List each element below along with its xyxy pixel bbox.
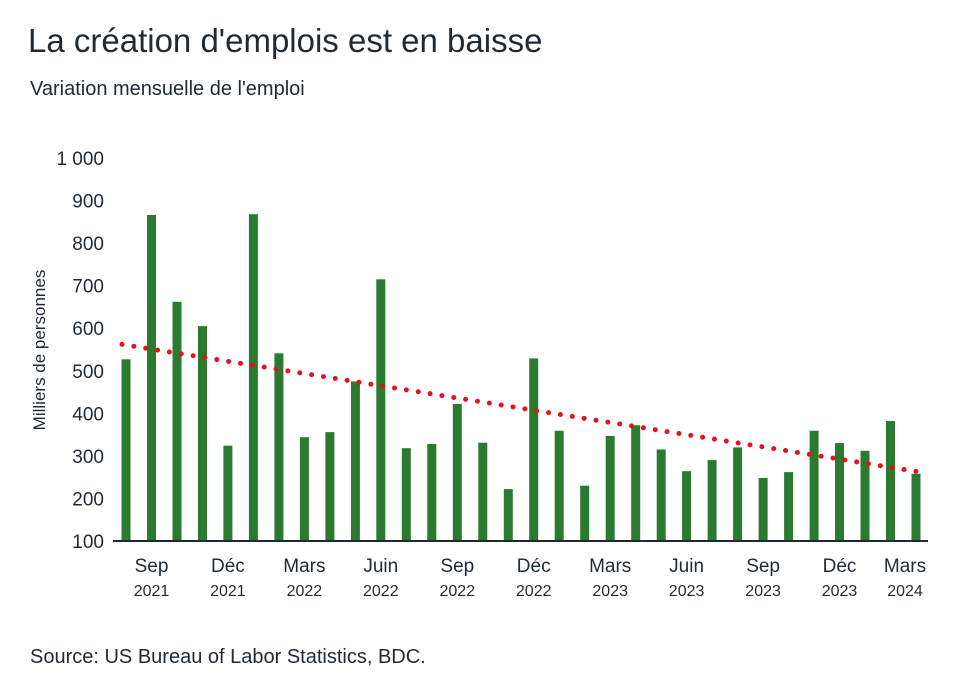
y-tick-label: 900 — [72, 192, 104, 213]
bar-2022-05 — [350, 381, 360, 541]
bar-2021-10 — [172, 301, 182, 541]
x-tick-year: 2022 — [363, 583, 399, 600]
y-tick-label: 200 — [72, 489, 104, 510]
x-tick-year: 2021 — [134, 583, 170, 600]
bar-2024-01 — [860, 450, 870, 541]
bar-2022-07 — [401, 448, 411, 541]
bar-2023-02 — [580, 485, 590, 541]
bar-chart: 1 000 900 800 700 600 500 400 300 200 100 Sep 2021… — [30, 149, 928, 600]
x-tick-month: Juin — [669, 556, 704, 577]
x-axis: Sep 2021 Déc 2021 Mars 2022 Juin 2022 Sep 2022 Déc… — [113, 540, 928, 600]
chart-title: La création d'emplois est en baisse — [28, 22, 543, 59]
bar-2023-12 — [835, 443, 844, 541]
bar-2023-08 — [733, 447, 743, 541]
y-tick-label: 100 — [72, 532, 104, 553]
x-tick-year: 2024 — [887, 583, 923, 600]
bar-2022-11 — [503, 489, 513, 541]
bar-2024-02 — [886, 421, 895, 541]
trend-line-path — [119, 341, 923, 475]
bar-2022-06 — [376, 279, 386, 541]
y-tick-label: 400 — [72, 404, 104, 425]
bars — [121, 214, 921, 541]
bar-2023-11 — [809, 430, 819, 541]
bar-2021-12 — [223, 445, 233, 541]
x-tick-month: Déc — [517, 556, 551, 577]
x-tick-year: 2021 — [210, 583, 246, 600]
x-tick-month: Mars — [283, 556, 325, 577]
y-tick-label: 500 — [72, 362, 104, 383]
y-axis-label: Milliers de personnes — [30, 270, 49, 431]
bar-2023-03 — [605, 435, 615, 541]
bar-2022-09 — [452, 404, 462, 541]
bar-2022-08 — [427, 444, 437, 541]
x-tick-month: Mars — [884, 556, 926, 577]
y-tick-label: 600 — [72, 319, 104, 340]
bar-2023-09 — [758, 478, 768, 541]
bar-2022-03 — [299, 437, 309, 541]
x-tick-year: 2023 — [745, 583, 781, 600]
x-tick-year: 2022 — [287, 583, 323, 600]
x-tick-year: 2022 — [440, 583, 476, 600]
bar-2023-06 — [682, 471, 692, 541]
bar-2021-09 — [147, 215, 156, 541]
x-tick-month: Déc — [823, 556, 857, 577]
x-tick-month: Juin — [363, 556, 398, 577]
x-tick-month: Sep — [746, 556, 780, 577]
x-tick-year: 2023 — [669, 583, 705, 600]
bar-2023-07 — [707, 460, 717, 541]
x-tick-year: 2022 — [516, 583, 552, 600]
bar-2022-12 — [529, 358, 539, 541]
bar-2023-10 — [784, 472, 794, 541]
x-tick-month: Sep — [135, 556, 169, 577]
y-tick-label: 1 000 — [56, 149, 104, 170]
bar-2022-01 — [248, 214, 258, 541]
y-axis-ticks: 1 000 900 800 700 600 500 400 300 200 100 — [56, 149, 104, 553]
trend-line — [119, 341, 923, 475]
y-tick-label: 800 — [72, 234, 104, 255]
bar-2021-11 — [198, 326, 207, 541]
bar-2022-02 — [274, 353, 284, 541]
bar-2023-04 — [631, 425, 641, 541]
x-tick-month: Déc — [211, 556, 245, 577]
bar-2023-05 — [656, 449, 666, 541]
x-tick-year: 2023 — [822, 583, 858, 600]
x-tick-year: 2023 — [592, 583, 628, 600]
bar-2024-03 — [911, 473, 921, 541]
y-tick-label: 300 — [72, 447, 104, 468]
y-tick-label: 700 — [72, 277, 104, 298]
x-tick-month: Sep — [440, 556, 474, 577]
x-tick-month: Mars — [589, 556, 631, 577]
bar-2022-04 — [325, 432, 335, 541]
bar-2022-10 — [478, 442, 488, 541]
chart-subtitle: Variation mensuelle de l'emploi — [30, 78, 305, 100]
bar-2021-08 — [121, 359, 131, 541]
bar-2023-01 — [554, 430, 564, 541]
source-note: Source: US Bureau of Labor Statistics, B… — [30, 646, 426, 668]
